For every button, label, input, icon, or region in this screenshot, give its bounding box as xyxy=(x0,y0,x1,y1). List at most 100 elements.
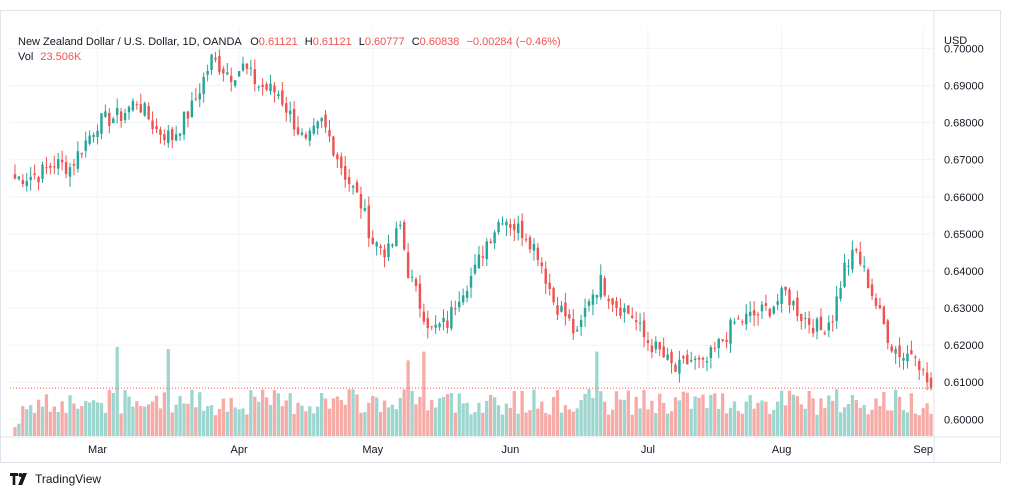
candle-body xyxy=(705,360,709,363)
symbol-title[interactable]: New Zealand Dollar / U.S. Dollar, 1D, OA… xyxy=(18,36,242,48)
volume-bar xyxy=(489,394,493,436)
volume-bar xyxy=(689,408,693,436)
candle-body xyxy=(556,305,559,315)
candle-body xyxy=(194,98,198,100)
volume-bar xyxy=(838,412,843,436)
time-tick-label: Sep xyxy=(913,444,933,456)
candle-body xyxy=(375,242,378,247)
time-tick-label: Mar xyxy=(88,444,107,456)
candle-body xyxy=(45,167,48,169)
candle-body xyxy=(222,68,225,74)
volume-bar xyxy=(233,407,237,436)
volume-bar xyxy=(190,389,194,436)
volume-bar xyxy=(359,412,363,436)
volume-bar xyxy=(245,414,249,436)
volume-bar xyxy=(654,412,658,436)
high-label: H xyxy=(304,36,313,48)
candle-body xyxy=(458,301,461,308)
candle-body xyxy=(827,322,831,331)
candle-body xyxy=(552,288,555,303)
volume-bar xyxy=(378,412,383,436)
volume-bar xyxy=(835,389,839,436)
volume-bar xyxy=(925,403,929,436)
volume-bar xyxy=(481,412,485,436)
volume-bar xyxy=(638,408,642,436)
candlestick-series xyxy=(13,49,933,391)
candle-body xyxy=(351,185,355,188)
volume-value: 23.506K xyxy=(40,51,82,63)
candle-body xyxy=(882,306,886,325)
candle-body xyxy=(611,298,614,305)
volume-bar xyxy=(878,406,882,436)
price-axis[interactable]: 0.60000 0.61000 0.62000 0.63000 0.64000 0.650… xyxy=(944,35,984,426)
volume-bar xyxy=(304,411,308,436)
volume-bar xyxy=(610,409,615,436)
volume-bar xyxy=(532,389,536,436)
legend-volume-row: Vol 23.506K xyxy=(18,50,561,65)
candle-body xyxy=(678,359,681,374)
candle-body xyxy=(807,318,811,325)
candle-body xyxy=(167,130,170,144)
volume-bar xyxy=(308,406,312,436)
candle-body xyxy=(92,134,95,137)
volume-bar xyxy=(414,404,418,436)
volume-bar xyxy=(681,391,685,436)
candle-body xyxy=(642,320,646,338)
volume-bar xyxy=(473,411,477,436)
open-label: O xyxy=(250,36,259,48)
volume-bar xyxy=(559,412,564,436)
volume-bar xyxy=(772,409,776,436)
volume-bar xyxy=(701,394,705,436)
candle-body xyxy=(823,332,827,334)
candle-body xyxy=(697,357,701,360)
candle-body xyxy=(182,111,186,135)
volume-bar xyxy=(634,396,638,436)
volume-bar xyxy=(21,406,25,436)
volume-bar xyxy=(107,389,111,436)
candle-body xyxy=(575,329,579,332)
volume-bar xyxy=(194,407,198,436)
candle-body xyxy=(414,279,418,286)
volume-bar xyxy=(756,402,760,436)
candle-body xyxy=(17,176,21,180)
candle-body xyxy=(623,308,626,313)
volume-bar xyxy=(103,412,108,436)
volume-bar xyxy=(815,414,819,436)
candle-body xyxy=(835,296,838,321)
time-tick-label: Jul xyxy=(641,444,655,456)
candle-body xyxy=(151,120,154,130)
volume-bar xyxy=(25,409,29,436)
volume-bar xyxy=(768,413,772,436)
candle-body xyxy=(261,84,264,88)
candle-body xyxy=(292,108,296,130)
candle-body xyxy=(572,318,575,334)
volume-label[interactable]: Vol xyxy=(18,51,34,63)
candle-body xyxy=(544,268,547,284)
footer-branding[interactable]: TradingView xyxy=(10,472,101,486)
candle-body xyxy=(501,223,504,225)
candle-body xyxy=(631,315,634,318)
candle-body xyxy=(855,249,858,251)
candle-body xyxy=(186,111,190,119)
candle-body xyxy=(788,289,791,306)
volume-bar xyxy=(717,408,721,436)
volume-bar xyxy=(331,398,336,436)
volume-bar xyxy=(123,390,127,436)
volume-bar xyxy=(182,403,186,436)
candle-body xyxy=(387,243,390,258)
candle-body xyxy=(898,345,901,358)
volume-bar xyxy=(402,389,406,436)
volume-bar xyxy=(237,409,241,436)
candle-body xyxy=(910,350,913,355)
volume-bar xyxy=(221,398,225,436)
time-axis[interactable]: Mar Apr May Jun Jul Aug Sep xyxy=(88,444,933,456)
volume-bar xyxy=(548,414,552,436)
candle-body xyxy=(764,303,768,306)
candle-body xyxy=(288,110,292,115)
candle-body xyxy=(776,301,779,305)
volume-bar xyxy=(760,400,764,436)
volume-bar xyxy=(803,408,807,436)
candle-body xyxy=(422,311,426,322)
volume-bar xyxy=(284,400,288,436)
